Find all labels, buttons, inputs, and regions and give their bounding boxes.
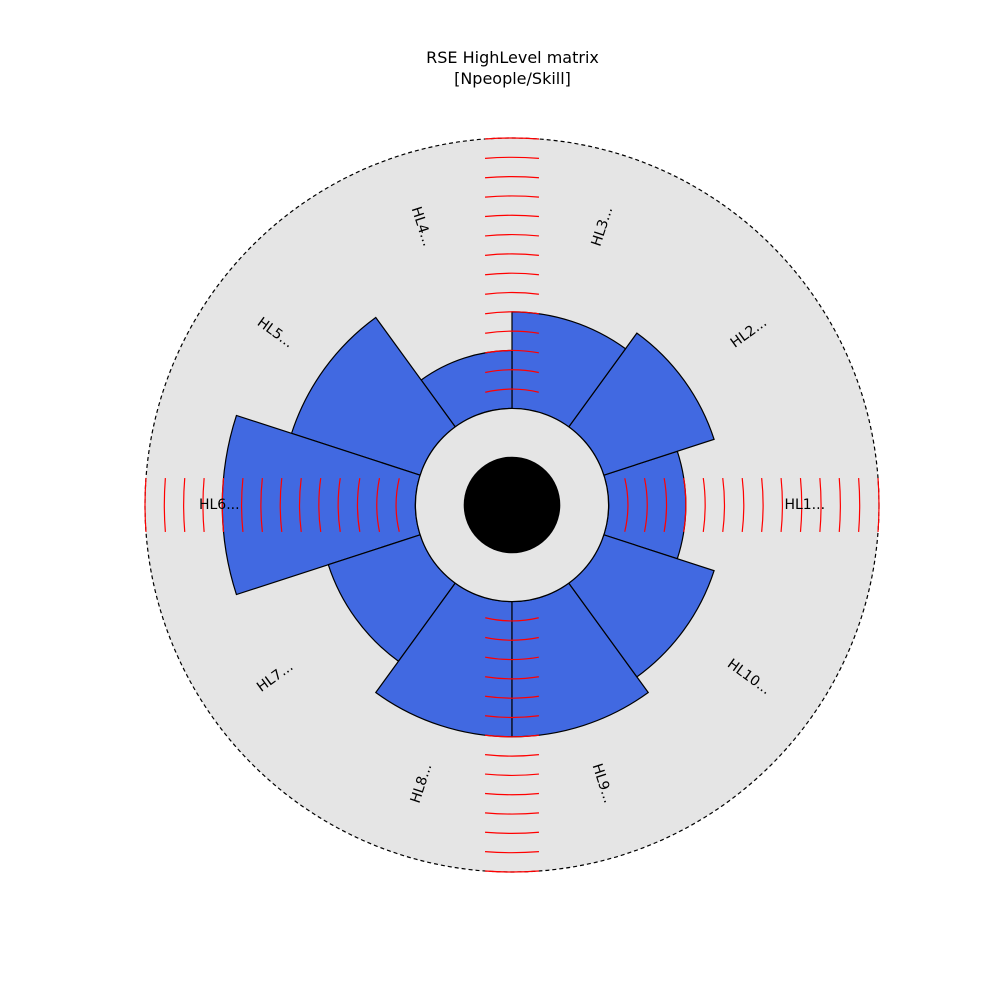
tick-arc-1-14 [877,477,880,533]
chart-subtitle: [Npeople/Skill] [454,69,571,88]
tick-arc-4-10 [484,792,540,796]
tick-arc-3-10 [221,477,225,533]
tick-arc-3-7 [279,477,283,533]
tick-arc-3-1 [395,478,400,532]
chart-title-line1: RSE HighLevel matrix [426,48,599,67]
tick-arc-2-9 [484,233,540,237]
tick-arc-3-5 [318,478,322,532]
center-disk [463,456,561,554]
tick-arc-1-5 [702,478,706,532]
tick-arc-1-11 [819,477,822,533]
tick-arc-3-12 [183,477,186,533]
tick-arc-2-2 [485,369,539,374]
tick-arc-3-14 [144,477,147,533]
tick-arc-2-11 [484,195,540,198]
tick-arc-4-3 [485,656,539,661]
tick-arc-3-11 [202,477,205,533]
tick-arc-3-3 [356,478,361,532]
tick-arc-1-2 [643,478,648,532]
tick-arc-4-8 [484,754,540,757]
tick-arc-4-4 [485,676,539,680]
tick-arc-2-12 [484,176,540,179]
tick-arc-2-14 [484,137,540,140]
tick-arc-4-2 [485,636,539,641]
tick-arc-4-13 [484,851,540,854]
tick-arc-1-7 [741,477,745,533]
tick-arc-2-5 [485,311,539,315]
tick-arc-1-8 [761,477,764,533]
tick-arc-4-9 [484,773,540,777]
tick-arc-3-4 [337,478,341,532]
tick-arc-2-3 [485,349,539,354]
category-label-1: HL1... [784,497,825,513]
tick-arc-4-7 [484,734,540,738]
tick-arc-1-1 [624,478,629,532]
tick-arc-4-5 [485,695,539,699]
tick-arc-3-8 [260,477,263,533]
tick-arc-1-4 [683,478,687,532]
tick-arc-4-11 [484,812,540,815]
tick-arc-1-12 [838,477,841,533]
tick-arc-3-13 [163,477,166,533]
tick-arc-1-9 [780,477,784,533]
tick-arc-4-14 [484,870,540,873]
tick-arc-2-7 [484,272,540,276]
tick-arc-4-12 [484,831,540,834]
tick-arc-4-6 [484,715,540,719]
tick-arc-1-13 [858,477,861,533]
tick-arc-2-13 [484,156,540,159]
tick-arc-2-6 [484,291,540,295]
tick-arc-4-1 [485,617,539,622]
tick-arc-3-2 [376,478,381,532]
tick-arc-2-4 [485,330,539,334]
tick-arc-3-6 [298,477,302,533]
tick-arc-1-6 [722,477,726,533]
category-label-6: HL6... [199,497,240,513]
tick-arc-2-1 [485,388,539,393]
tick-arc-3-9 [240,477,244,533]
chart-title: RSE HighLevel matrix [Npeople/Skill] [0,47,1000,89]
tick-arc-1-10 [799,477,803,533]
tick-arc-2-8 [484,253,540,256]
tick-arc-2-10 [484,214,540,218]
tick-arc-1-3 [663,478,668,532]
